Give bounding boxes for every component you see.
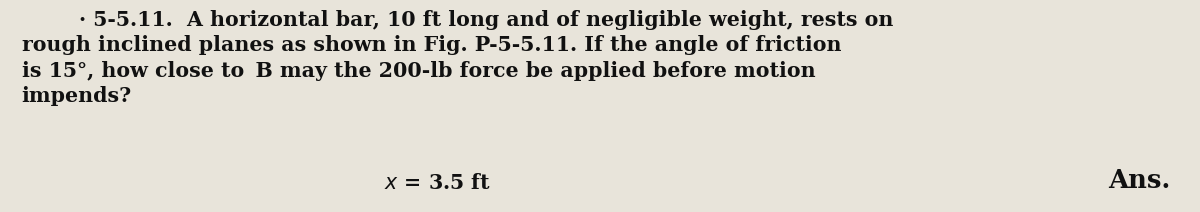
Text: Ans.: Ans. xyxy=(1108,168,1170,193)
Text: $\mathit{x}$ = 3.5 ft: $\mathit{x}$ = 3.5 ft xyxy=(384,173,492,193)
Text: · 5-5.11.  A horizontal bar, 10 ft long and of negligible weight, rests on
rough: · 5-5.11. A horizontal bar, 10 ft long a… xyxy=(22,10,893,106)
